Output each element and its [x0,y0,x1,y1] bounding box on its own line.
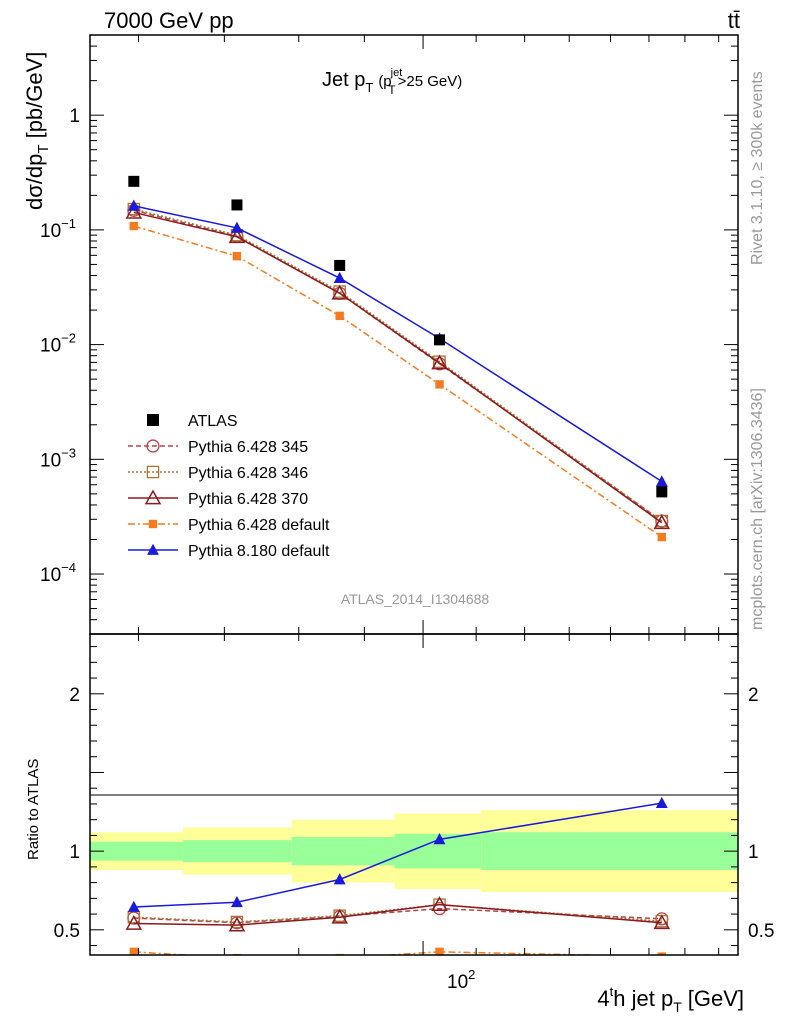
main-series-point [435,380,444,389]
main-series-point [230,221,243,233]
legend-marker [148,519,158,529]
y-tick-label-main: 10−3 [40,445,76,471]
main-series-point [331,284,348,300]
x-axis-label: 4th jet pT [GeV] [597,984,744,1015]
y-tick-label-ratio-right: 0.5 [748,921,774,942]
y-tick-label-main: 10−1 [40,216,76,242]
energy-label: 7000 GeV pp [104,8,234,33]
y-axis-label-ratio: Ratio to ATLAS [25,759,42,860]
rivet-label: Rivet 3.1.10, ≥ 300k events [749,71,766,265]
atlas-data-point [434,334,446,346]
main-series-point [653,514,671,530]
ratio-series-point [230,915,244,929]
mcplots-label: mcplots.cern.ch [arXiv:1306.3436] [749,388,766,630]
y-tick-label-ratio-left: 2 [69,685,80,706]
main-series-point [333,271,346,283]
atlas-data-point [231,199,243,211]
y-tick-label-main: 10−4 [40,560,76,586]
process-label: tt̄ [728,8,740,33]
legend: ATLAS Pythia 6.428 345 Pythia 6.428 346 Pyt… [128,413,330,560]
legend-marker [147,543,159,555]
main-series-point [129,221,139,231]
main-series-point [657,532,666,542]
legend-marker [147,414,159,426]
legend-label: ATLAS [188,413,238,430]
ratio-series-line [133,951,624,955]
main-series-point [127,199,140,211]
main-series-point [125,203,143,219]
ratio-series-point [655,796,668,809]
ratio-series-point [435,947,444,955]
y-axis-label-main: dσ/dpT[pb/GeV] [22,52,52,210]
legend-marker [146,439,160,453]
main-series-line [133,211,663,524]
y-tick-label-ratio-left: 0.5 [54,921,80,942]
y-tick-labels: 1 10−1 10−2 10−3 10−4 0.5 0.5 1 1 2 2 [40,106,774,942]
ratio-band-green [183,840,292,863]
ratio-series-point [228,916,246,932]
ratio-plot-frame [89,633,739,956]
main-series-point [228,228,246,244]
x-tick-label-100: 102 [447,967,475,993]
y-tick-label-ratio-right: 2 [748,685,759,706]
ratio-band-green [291,836,395,866]
ratio-band-green [481,832,738,871]
ratio-series-line [133,903,662,923]
ratio-series-point [333,873,346,885]
main-series-point [655,475,668,487]
legend-marker [144,489,162,505]
main-series-line [133,208,663,522]
ratio-series-point [653,914,671,930]
y-tick-label-main: 1 [69,106,80,127]
plot-title: Jet pT (pjet T >25 GeV) [322,67,462,97]
y-tick-label-ratio-right: 1 [748,842,759,863]
legend-marker [146,465,160,479]
main-series-point [431,354,448,370]
atlas-data-point [334,259,346,271]
ratio-series-point [657,952,666,955]
ratio-series-line [133,907,662,924]
ratio-uncertainty-bands [90,810,738,893]
main-series-point [335,311,344,321]
ratio-series-point [431,896,448,911]
ratio-series-point [331,908,348,924]
y-tick-label-ratio-left: 1 [69,842,80,863]
ratio-series-point [230,895,243,908]
legend-label: Pythia 6.428 default [188,517,330,534]
ratio-series-point [433,833,446,845]
ratio-series-layer [125,796,671,955]
ratio-series-point [127,900,140,912]
ratio-series-line [133,903,662,926]
main-series-point [232,251,242,261]
ratio-series-point [129,947,139,955]
legend-label: Pythia 6.428 370 [188,491,308,508]
atlas-data-point [128,175,140,187]
main-series-layer [125,175,671,542]
legend-label: Pythia 6.428 345 [188,439,308,456]
legend-label: Pythia 8.180 default [188,543,330,560]
analysis-id: ATLAS_2014_I1304688 [341,591,490,607]
ratio-band-green [90,841,184,861]
ratio-series-point [125,914,143,930]
y-tick-label-main: 10−2 [40,331,76,357]
legend-label: Pythia 6.428 346 [188,465,308,482]
atlas-data-point [656,486,668,498]
